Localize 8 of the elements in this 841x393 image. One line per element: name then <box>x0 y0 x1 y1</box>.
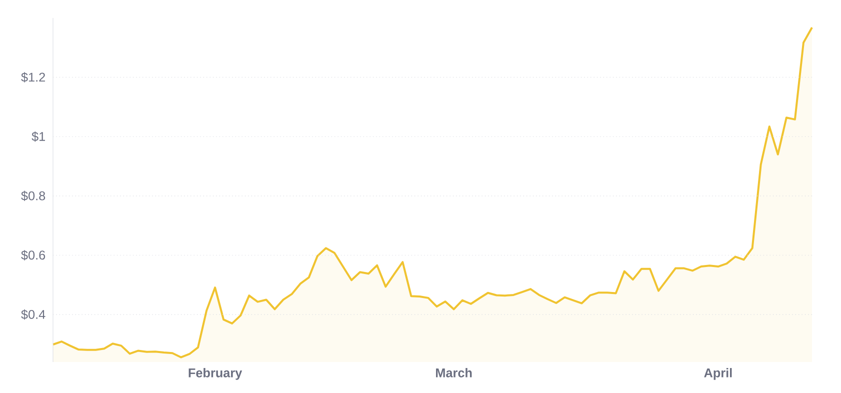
y-tick-label: $0.8 <box>21 190 46 202</box>
x-tick-label: February <box>188 368 242 380</box>
x-tick-label: March <box>436 368 472 378</box>
x-tick-label: April <box>704 368 732 380</box>
y-tick-label: $0.4 <box>21 309 46 320</box>
y-tick-label: $1.2 <box>21 72 45 82</box>
y-tick-label: $1 <box>32 131 45 142</box>
y-tick-label: $0.6 <box>21 250 46 260</box>
